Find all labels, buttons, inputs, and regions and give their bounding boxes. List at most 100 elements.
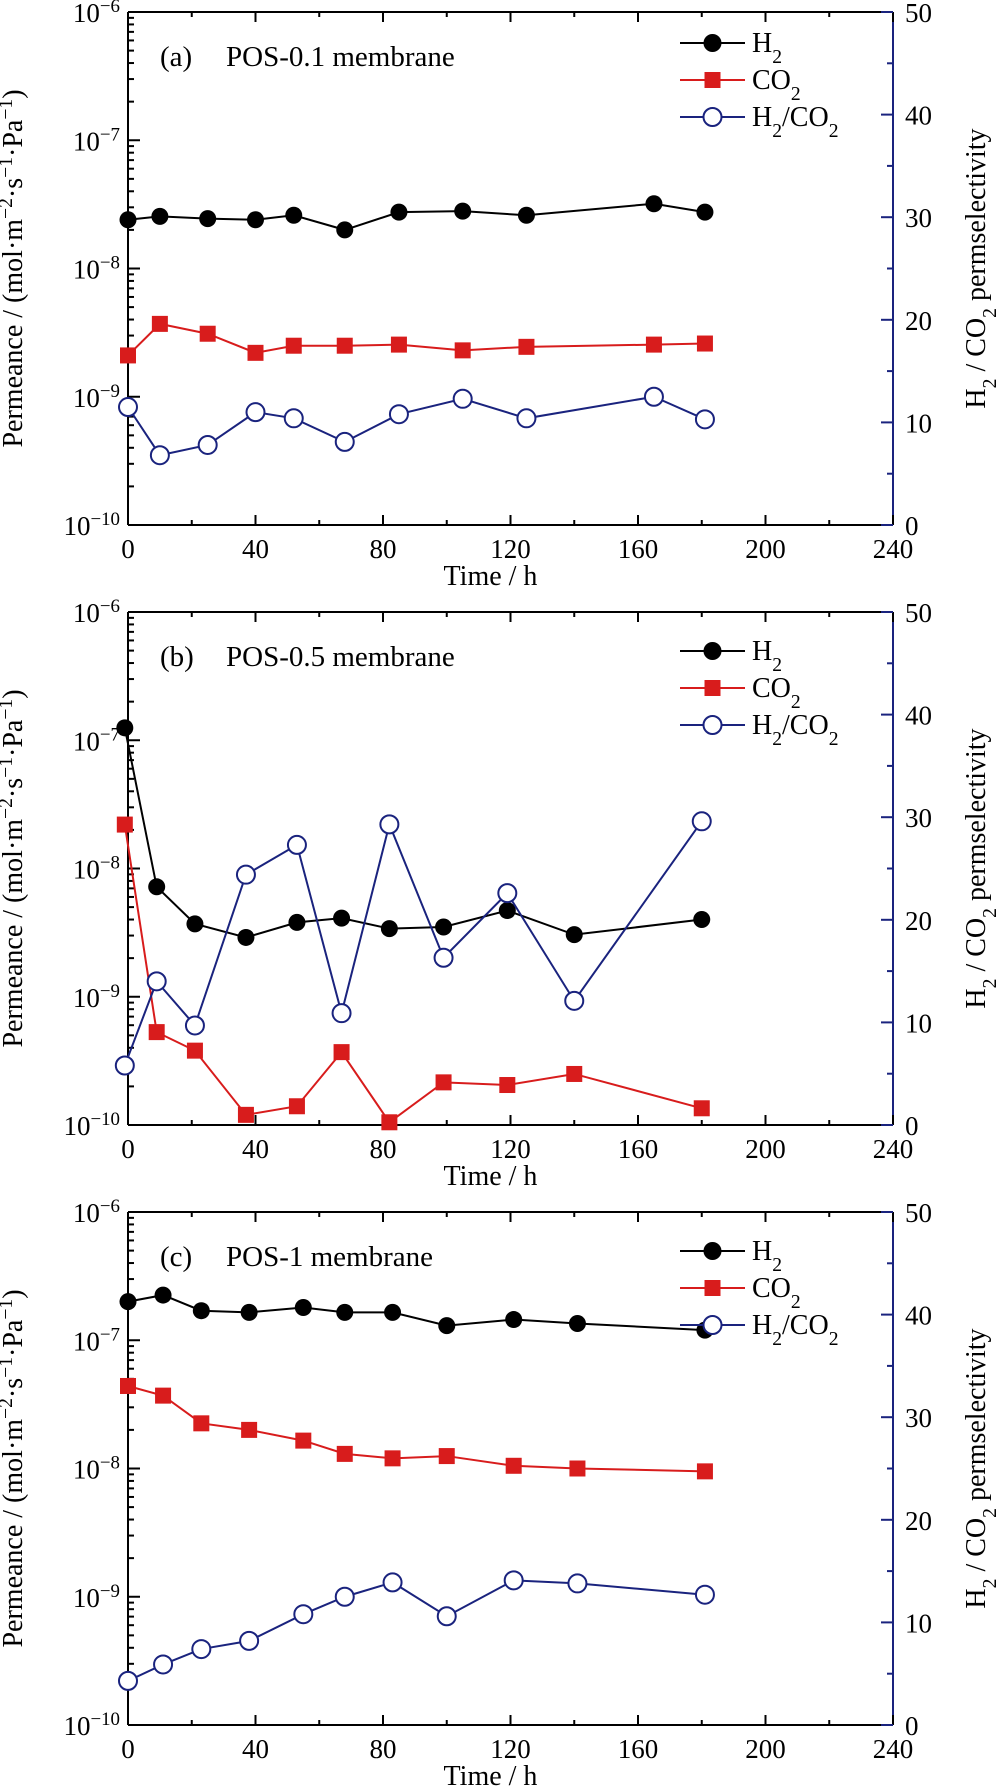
data-point-co2 (390, 336, 407, 353)
data-point-co2 (645, 336, 662, 353)
x-axis-title: Time / h (444, 1761, 538, 1791)
y-left-tick-label: 10−10 (63, 1709, 120, 1742)
text-span: ) (0, 1289, 29, 1298)
data-point-co2 (120, 347, 136, 364)
data-point-ratio (452, 388, 473, 409)
x-tick-label: 160 (618, 1734, 659, 1764)
legend-marker-ratio (702, 107, 723, 127)
y-axis-right-title: H2 / CO2 permselectivity (961, 128, 1000, 408)
data-point-co2 (186, 1042, 203, 1059)
y-right-tick-label: 20 (905, 1506, 932, 1536)
y-right-tick-label: 40 (905, 1301, 932, 1331)
data-point-ratio (191, 1639, 212, 1660)
y-right-tick-label: 30 (905, 803, 932, 833)
data-point-ratio (436, 1606, 457, 1627)
text-span: −6 (100, 1196, 120, 1217)
data-point-h2 (696, 203, 714, 221)
text-span: −7 (100, 724, 120, 745)
x-tick-label: 40 (242, 1134, 269, 1164)
text-span: 10 (73, 0, 100, 28)
text-span: −6 (100, 596, 120, 617)
data-point-h2 (380, 920, 398, 938)
text-span: 10 (73, 126, 100, 156)
data-point-ratio (382, 1572, 403, 1593)
text-span: 10 (63, 1111, 90, 1141)
text-span: H (961, 1588, 992, 1608)
data-point-h2 (247, 211, 264, 229)
data-point-ratio (149, 445, 170, 466)
text-span: 10 (73, 255, 100, 285)
legend-marker-h2 (703, 1242, 722, 1260)
data-point-ratio (497, 883, 518, 904)
data-point-co2 (285, 337, 302, 354)
legend-marker-ratio (702, 1315, 723, 1335)
legend-label-h2: H2 (752, 636, 782, 676)
legend-marker-h2 (703, 642, 722, 660)
text-span: 10 (73, 1198, 100, 1228)
data-point-ratio (153, 1654, 174, 1675)
data-point-co2 (569, 1460, 586, 1477)
data-point-ratio (643, 386, 664, 407)
y-right-tick-label: 0 (905, 1111, 919, 1141)
y-left-tick-label: 10−9 (73, 380, 120, 413)
data-point-co2 (237, 1106, 254, 1123)
series-line-co2 (127, 1385, 705, 1473)
data-point-h2 (154, 1286, 172, 1304)
data-point-co2 (505, 1457, 522, 1474)
x-tick-label: 240 (873, 1734, 914, 1764)
x-tick-label: 160 (618, 1134, 659, 1164)
data-point-h2 (119, 211, 137, 229)
text-span: −1 (0, 99, 17, 120)
y-left-tick-label: 10−9 (73, 980, 120, 1013)
data-point-ratio (283, 408, 304, 429)
y-right-tick-label: 10 (905, 1608, 932, 1638)
y-right-tick-label: 20 (905, 306, 932, 336)
chart-panel-3: 0 40 80 120 160 200 24010−1010−910−810−710−601… (0, 1196, 1000, 1791)
x-tick-label: 240 (873, 1134, 914, 1164)
text-span: 2 (791, 84, 801, 105)
data-point-h2 (151, 207, 169, 225)
text-span: 2 (980, 1579, 1000, 1589)
text-span: H (752, 28, 772, 59)
text-span: −8 (100, 252, 120, 273)
text-span: ·Pa (0, 1319, 29, 1357)
y-left-tick-label: 10−8 (73, 252, 120, 285)
y-right-tick-label: 0 (905, 1711, 919, 1741)
text-span: 2 (980, 379, 1000, 389)
text-span: permselectivity (961, 1328, 992, 1508)
data-point-co2 (148, 1024, 165, 1041)
x-tick-label: 80 (370, 1734, 397, 1764)
x-tick-label: 160 (618, 534, 659, 564)
text-span: 2 (829, 729, 839, 750)
data-point-ratio (433, 947, 454, 968)
legend-marker-ratio (702, 715, 723, 735)
text-span: 2 (980, 308, 1000, 318)
data-point-co2 (241, 1421, 258, 1438)
text-span: 10 (73, 726, 100, 756)
text-span: 2 (791, 1292, 801, 1313)
panel-label: (a) (160, 41, 192, 73)
data-point-co2 (333, 1044, 350, 1061)
data-point-h2 (454, 202, 472, 220)
data-point-co2 (696, 335, 713, 352)
legend-label-h2: H2 (752, 1236, 782, 1276)
text-span: / CO (961, 918, 992, 979)
y-axis-left-title: Permeance / (mol·m−2·s−1·Pa−1) (0, 89, 29, 447)
panel-label: (b) (160, 641, 194, 673)
text-span: H (752, 710, 772, 741)
text-span: 2 (980, 1508, 1000, 1518)
text-span: permselectivity (961, 128, 992, 308)
panel-label: (c) (160, 1241, 192, 1273)
text-span: 10 (63, 511, 90, 541)
x-tick-label: 40 (242, 1734, 269, 1764)
legend-label-h2: H2 (752, 28, 782, 68)
data-point-h2 (294, 1299, 312, 1317)
y-right-tick-label: 30 (905, 203, 932, 233)
text-span: −1 (0, 757, 17, 778)
data-point-h2 (435, 918, 453, 936)
y-axis-right-title: H2 / CO2 permselectivity (961, 1328, 1000, 1608)
text-span: −9 (100, 380, 120, 401)
x-tick-label: 0 (121, 1134, 135, 1164)
legend-marker-h2 (703, 34, 722, 52)
